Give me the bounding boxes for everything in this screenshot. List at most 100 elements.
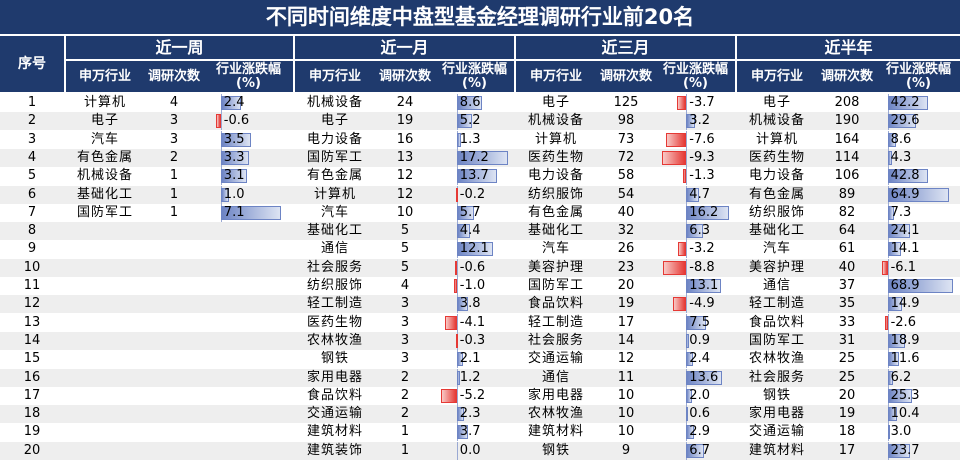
count-cell: 73: [617, 131, 635, 147]
zero-axis: [686, 240, 688, 259]
industry-cell: 电子: [320, 113, 349, 129]
change-bar: [673, 297, 687, 312]
change-bar: [887, 150, 892, 165]
change-value: 2.4: [223, 95, 245, 110]
change-value: 25.3: [890, 387, 920, 403]
industry-cell: 交通运输: [306, 406, 363, 422]
count-cell: 17: [838, 442, 856, 458]
change-value: 42.8: [890, 168, 920, 184]
count-cell: 9: [621, 442, 631, 458]
table-title: 不同时间维度中盘型基金经理调研行业前20名: [0, 0, 960, 34]
change-bar: [456, 297, 468, 312]
industry-header: 申万行业: [66, 61, 144, 92]
change-value: 0.9: [689, 332, 710, 348]
table-row: 10 社会服务 5 -0.6 美容护理 23 -8.8 美容护理 40 -6.1: [0, 258, 960, 277]
count-cell: 4: [400, 278, 410, 293]
industry-header: 申万行业: [295, 61, 375, 92]
count-header: 调研次数: [596, 61, 656, 92]
change-bar: [456, 224, 470, 239]
row-number: 9: [27, 241, 37, 257]
zero-axis: [686, 167, 688, 186]
industry-cell: 有色金属: [76, 149, 133, 165]
change-bar: [682, 169, 687, 184]
change-header-unit: (%): [236, 76, 261, 91]
industry-cell: 轻工制造: [306, 296, 363, 312]
change-bar: [686, 114, 695, 129]
zero-axis: [887, 313, 889, 332]
count-cell: 64: [838, 223, 856, 239]
row-number: 16: [23, 369, 41, 385]
change-value: 6.7: [689, 442, 710, 458]
count-cell: 40: [617, 204, 635, 220]
count-cell: 20: [617, 278, 635, 293]
count-header: 调研次数: [817, 61, 877, 92]
change-value: -0.2: [459, 186, 486, 202]
industry-cell: 基础化工: [306, 223, 363, 239]
industry-cell: 电子: [90, 113, 119, 129]
industry-cell: 国防军工: [306, 149, 363, 165]
table-row: 11 纺织服饰 4 -1.0 国防军工 20 13.1 通信 37 68.9: [0, 277, 960, 295]
count-cell: 54: [617, 186, 635, 202]
change-value: -6.1: [890, 259, 916, 275]
change-bar: [456, 150, 508, 165]
table-row: 6 基础化工 1 1.0 计算机 12 -0.2 纺织服饰 54 4.7 有色金属 89 64.9: [0, 185, 960, 204]
change-bar: [676, 96, 687, 110]
change-header-label: 行业涨跌幅: [441, 62, 507, 77]
change-value: -9.3: [689, 149, 715, 165]
count-cell: 23: [617, 259, 635, 275]
change-value: -7.6: [689, 131, 715, 147]
zero-axis: [456, 277, 458, 295]
change-bar: [456, 169, 498, 184]
change-value: 14.9: [890, 296, 920, 312]
change-value: 6.2: [890, 369, 912, 385]
change-bar: [686, 315, 706, 330]
change-bar: [444, 315, 457, 330]
industry-cell: 钢铁: [320, 351, 349, 367]
change-value: -3.2: [689, 241, 715, 257]
count-cell: 2: [169, 149, 179, 165]
count-cell: 10: [617, 406, 635, 422]
row-number: 14: [23, 332, 41, 348]
zero-axis: [887, 258, 889, 277]
group-header-0: 近一周: [66, 36, 293, 59]
change-value: 17.2: [459, 149, 489, 165]
industry-cell: 建筑材料: [748, 442, 805, 458]
count-cell: 4: [169, 95, 179, 110]
zero-axis: [456, 258, 458, 277]
industry-cell: 电力设备: [748, 168, 805, 184]
change-header-label: 行业涨跌幅: [662, 62, 728, 77]
count-cell: 98: [617, 113, 635, 129]
count-cell: 25: [838, 369, 856, 385]
count-cell: 33: [838, 314, 856, 330]
change-value: 3.0: [890, 424, 912, 440]
industry-cell: 有色金属: [748, 186, 805, 202]
change-header-unit: (%): [683, 76, 708, 91]
change-value: 13.6: [689, 369, 719, 385]
change-value: -4.1: [459, 314, 486, 330]
group-header-1: 近一月: [295, 36, 514, 59]
industry-cell: 机械设备: [76, 168, 133, 184]
zero-axis: [456, 313, 458, 332]
count-cell: 37: [838, 278, 856, 293]
count-cell: 19: [396, 113, 414, 129]
count-cell: 3: [169, 131, 179, 147]
industry-cell: 轻工制造: [748, 296, 805, 312]
change-bar: [456, 205, 474, 220]
industry-cell: 农林牧渔: [527, 406, 584, 422]
zero-axis: [686, 258, 688, 277]
count-cell: 3: [169, 113, 179, 129]
row-number: 15: [23, 351, 41, 367]
change-bar: [686, 205, 729, 220]
count-cell: 31: [838, 332, 856, 348]
change-bar: [441, 388, 457, 403]
table-row: 15 钢铁 3 2.1 交通运输 12 2.4 农林牧渔 25 11.6: [0, 350, 960, 369]
industry-cell: 轻工制造: [527, 314, 584, 330]
change-bar: [663, 260, 687, 275]
zero-axis: [686, 130, 688, 149]
row-number: 11: [23, 278, 41, 293]
table-row: 13 医药生物 3 -4.1 轻工制造 17 7.5 食品饮料 33 -2.6: [0, 313, 960, 332]
table-row: 16 家用电器 2 1.2 通信 11 13.6 社会服务 25 6.2: [0, 368, 960, 387]
change-header-label: 行业涨跌幅: [885, 62, 951, 77]
change-bar: [887, 407, 898, 422]
